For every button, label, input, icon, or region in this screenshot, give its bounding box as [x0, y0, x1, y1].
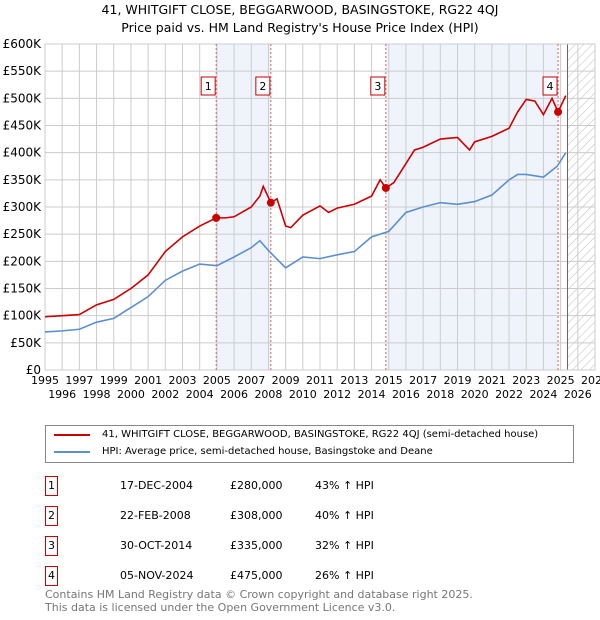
footer: Contains HM Land Registry data © Crown c… — [45, 588, 473, 614]
x-tick-label: 2011 — [306, 374, 334, 387]
sale-date: 17-DEC-2004 — [120, 479, 194, 492]
x-tick-label: 2025 — [547, 374, 575, 387]
chart: 41, WHITGIFT CLOSE, BEGGARWOOD, BASINGST… — [3, 2, 600, 401]
sale-label-box — [370, 76, 386, 96]
x-tick-label: 2021 — [478, 374, 506, 387]
x-tick-label: 2026 — [564, 388, 592, 401]
sale-point — [212, 213, 221, 222]
y-tick-label: £500K — [3, 91, 43, 105]
legend-red-line-icon — [54, 434, 90, 436]
sale-label: 3 — [374, 80, 381, 93]
sale-price: £280,000 — [230, 479, 283, 492]
x-tick-label: 2008 — [254, 388, 282, 401]
x-tick-label: 2002 — [151, 388, 179, 401]
x-tick-label: 2003 — [169, 374, 197, 387]
y-tick-label: £450K — [3, 119, 43, 133]
x-tick-label: 2001 — [134, 374, 162, 387]
y-tick-label: £200K — [3, 254, 43, 268]
x-tick-label: 2023 — [512, 374, 540, 387]
x-tick-label: 2006 — [220, 388, 248, 401]
chart-subtitle: Price paid vs. HM Land Registry's House … — [121, 20, 478, 35]
y-tick-label: £250K — [3, 227, 43, 241]
x-tick-label: 2010 — [289, 388, 317, 401]
y-tick-label: £300K — [3, 200, 43, 214]
chart-title: 41, WHITGIFT CLOSE, BEGGARWOOD, BASINGST… — [102, 2, 499, 17]
x-tick-label: 2000 — [117, 388, 145, 401]
sale-row: 2 22-FEB-2008 £308,000 40% ↑ HPI — [45, 506, 445, 526]
sale-row: 4 05-NOV-2024 £475,000 26% ↑ HPI — [45, 566, 445, 586]
sale-price: £335,000 — [230, 539, 283, 552]
x-tick-label: 2018 — [426, 388, 454, 401]
plot-border — [44, 43, 596, 371]
sale-hpi-diff: 43% ↑ HPI — [315, 479, 374, 492]
series-line — [44, 95, 567, 318]
sale-date: 30-OCT-2014 — [120, 539, 193, 552]
y-tick-label: £100K — [3, 309, 43, 323]
sale-price: £475,000 — [230, 569, 283, 582]
legend-blue-line-icon — [54, 451, 90, 453]
sale-number-badge: 4 — [45, 566, 58, 586]
y-tick-label: £550K — [3, 64, 43, 78]
x-tick-label: 1999 — [100, 374, 128, 387]
sale-point — [554, 107, 563, 116]
x-tick-label: 1996 — [48, 388, 76, 401]
sale-date: 05-NOV-2024 — [120, 569, 194, 582]
y-tick-label: £600K — [3, 37, 43, 51]
footer-licence: This data is licensed under the Open Gov… — [45, 601, 396, 614]
x-tick-label: 1998 — [83, 388, 111, 401]
y-tick-label: £400K — [3, 146, 43, 160]
sale-number-badge: 3 — [45, 536, 58, 556]
sale-hpi-diff: 26% ↑ HPI — [315, 569, 374, 582]
sale-price: £308,000 — [230, 509, 283, 522]
x-tick-label: 2020 — [461, 388, 489, 401]
x-tick-label: 1997 — [65, 374, 93, 387]
sale-label: 1 — [205, 80, 212, 93]
x-tick-label: 2016 — [392, 388, 420, 401]
x-tick-label: 2013 — [340, 374, 368, 387]
sale-point — [266, 198, 275, 207]
y-tick-label: £50K — [10, 336, 42, 350]
sale-hpi-diff: 40% ↑ HPI — [315, 509, 374, 522]
sale-number-badge: 2 — [45, 506, 58, 526]
legend-hpi-label: HPI: Average price, semi-detached house,… — [102, 446, 433, 457]
x-tick-label: 2017 — [409, 374, 437, 387]
x-tick-label: 2015 — [375, 374, 403, 387]
sale-label: 2 — [259, 80, 266, 93]
x-tick-label: 2022 — [495, 388, 523, 401]
series-line — [44, 152, 567, 333]
sale-label-box — [255, 76, 271, 96]
sale-number-badge: 1 — [45, 476, 58, 496]
legend: 41, WHITGIFT CLOSE, BEGGARWOOD, BASINGST… — [45, 425, 574, 463]
footer-copyright: Contains HM Land Registry data © Crown c… — [45, 588, 473, 601]
y-tick-label: £0 — [26, 363, 41, 377]
sale-label-box — [542, 76, 558, 96]
legend-property-label: 41, WHITGIFT CLOSE, BEGGARWOOD, BASINGST… — [102, 429, 539, 440]
x-tick-label: 2009 — [272, 374, 300, 387]
x-tick-label: 2012 — [323, 388, 351, 401]
x-tick-label: 2005 — [203, 374, 231, 387]
x-tick-label: 2024 — [529, 388, 557, 401]
x-tick-label: 2014 — [358, 388, 386, 401]
sale-row: 3 30-OCT-2014 £335,000 32% ↑ HPI — [45, 536, 445, 556]
x-tick-label: 2019 — [444, 374, 472, 387]
x-tick-label: 2007 — [237, 374, 265, 387]
x-tick-label: 2004 — [186, 388, 214, 401]
sale-date: 22-FEB-2008 — [120, 509, 191, 522]
sale-row: 1 17-DEC-2004 £280,000 43% ↑ HPI — [45, 476, 445, 496]
x-tick-label: 1995 — [31, 374, 59, 387]
y-tick-label: £350K — [3, 173, 43, 187]
sale-hpi-diff: 32% ↑ HPI — [315, 539, 374, 552]
sale-label: 4 — [547, 80, 554, 93]
sale-point — [381, 183, 390, 192]
sale-label-box — [200, 76, 216, 96]
x-tick-label: 2027 — [581, 374, 600, 387]
y-tick-label: £150K — [3, 282, 43, 296]
